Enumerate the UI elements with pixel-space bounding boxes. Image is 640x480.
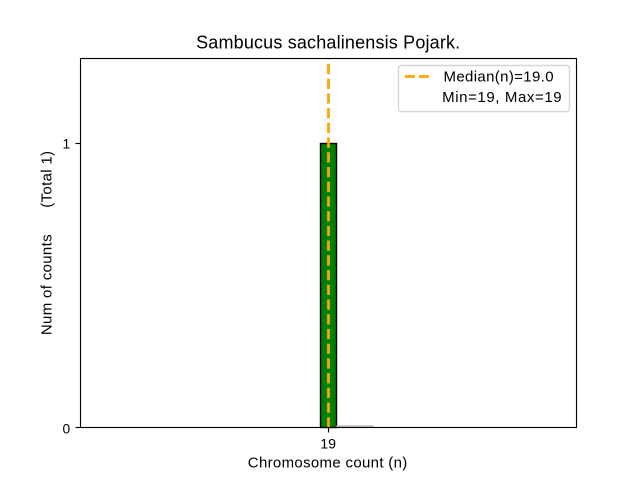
- svg-text:Median(n)=19.0: Median(n)=19.0: [444, 69, 554, 86]
- svg-text:19: 19: [320, 436, 336, 452]
- svg-text:(Total 1): (Total 1): [39, 151, 56, 208]
- svg-text:0: 0: [63, 421, 71, 436]
- svg-text:Chromosome count (n): Chromosome count (n): [248, 455, 408, 472]
- svg-text:Num of counts: Num of counts: [39, 234, 56, 335]
- svg-text:Sambucus sachalinensis Pojark.: Sambucus sachalinensis Pojark.: [196, 32, 460, 52]
- svg-text:1: 1: [63, 136, 71, 151]
- svg-text:Min=19, Max=19: Min=19, Max=19: [442, 89, 562, 106]
